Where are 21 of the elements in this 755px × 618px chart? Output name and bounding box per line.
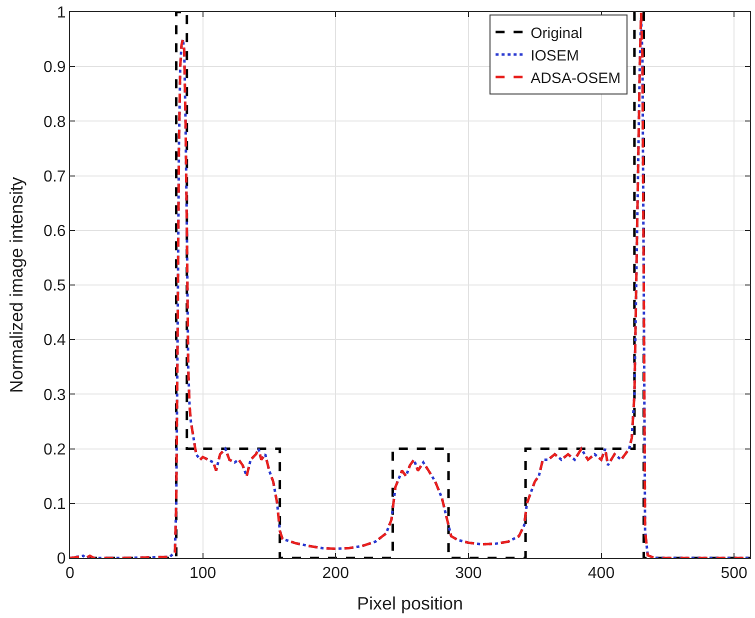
legend-label: ADSA-OSEM [530,70,621,87]
x-tick-label: 400 [588,565,615,582]
y-tick-label: 0.6 [44,223,66,240]
y-tick-label: 0.2 [44,441,66,458]
y-tick-label: 1 [56,4,66,22]
x-tick-label: 100 [189,565,216,582]
x-tick-label: 300 [455,565,482,582]
y-tick-label: 0.3 [44,386,66,404]
y-tick-label: 0.8 [44,114,66,131]
y-tick-label: 0 [56,550,66,568]
y-tick-label: 0.1 [44,496,66,513]
y-tick-label: 0.5 [44,278,66,295]
y-tick-label: 0.7 [44,168,66,186]
y-axis-title: Normalized image intensity [6,176,27,394]
x-tick-label: 200 [322,565,350,582]
x-tick-label: 500 [720,565,748,582]
legend-label: Original [530,24,582,42]
legend-label: IOSEM [530,47,579,64]
y-tick-label: 0.4 [44,332,66,350]
y-tick-label: 0.9 [44,59,66,76]
x-axis-title: Pixel position [356,593,464,614]
